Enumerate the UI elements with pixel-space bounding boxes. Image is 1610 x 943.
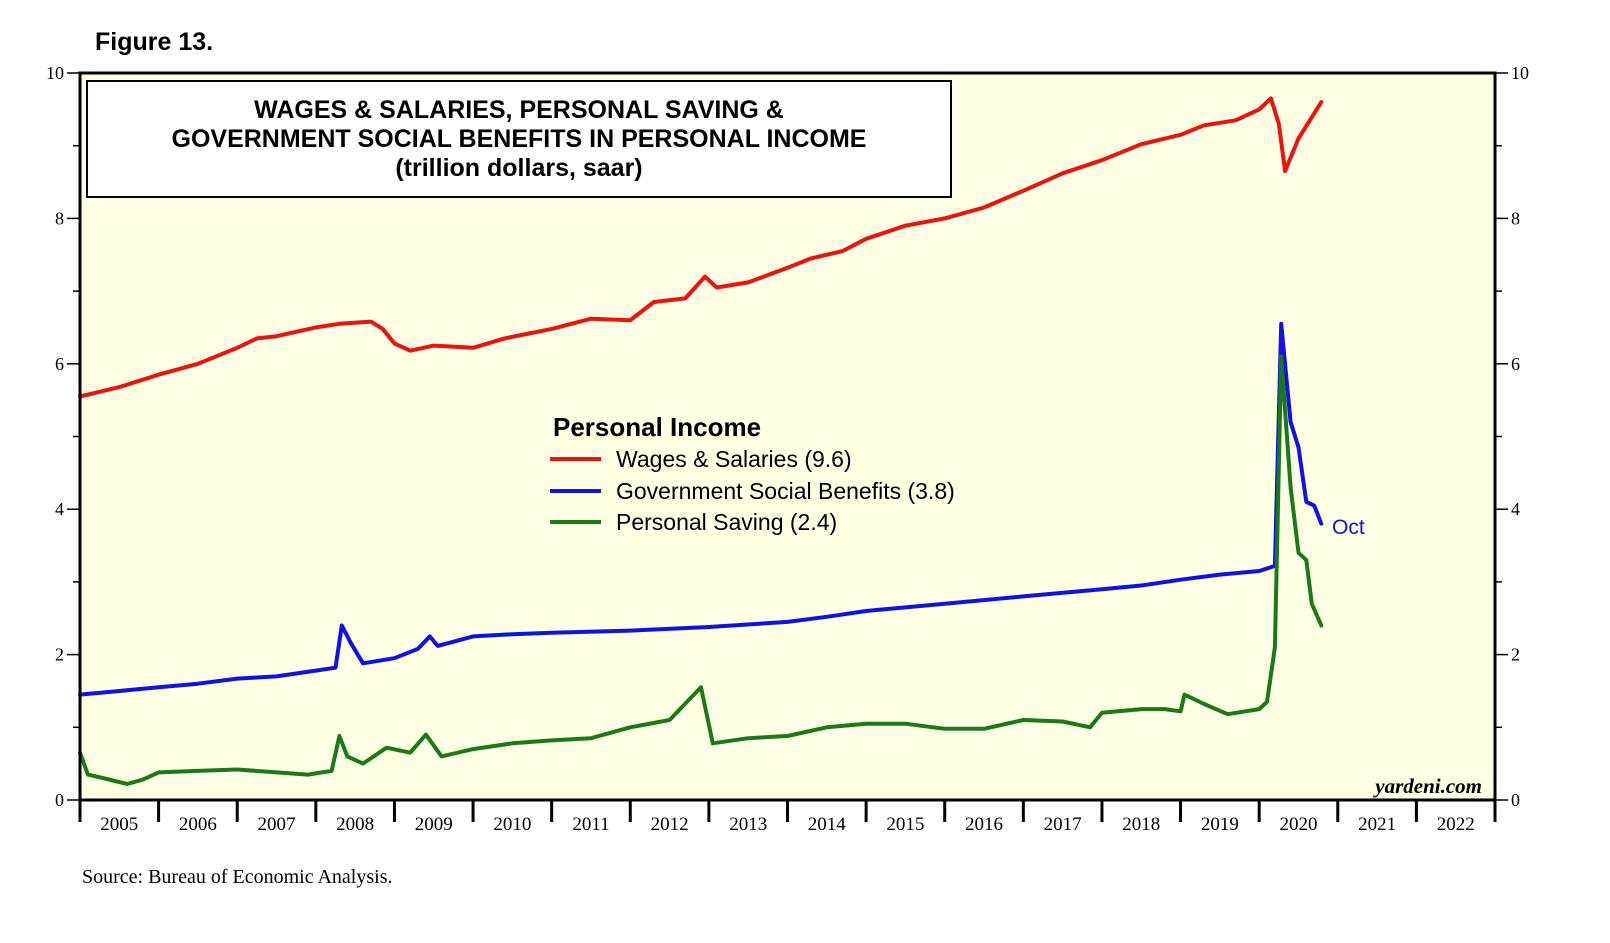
series-line-wages — [78, 96, 1324, 399]
x-tick-label: 2013 — [729, 814, 767, 835]
x-tick-label: 2007 — [258, 814, 296, 835]
chart-title-line-1: WAGES & SALARIES, PERSONAL SAVING & — [254, 96, 784, 124]
y-tick-label-left: 2 — [55, 645, 64, 665]
x-tick-label: 2021 — [1358, 814, 1396, 835]
x-tick-label: 2009 — [415, 814, 453, 835]
x-tick-label: 2008 — [336, 814, 374, 835]
x-tick-label: 2015 — [886, 814, 924, 835]
x-tick-label: 2014 — [808, 814, 847, 835]
series-line-saving — [78, 354, 1324, 786]
x-tick-label: 2019 — [1201, 814, 1239, 835]
x-tick-label: 2012 — [651, 814, 689, 835]
y-tick-label-right: 10 — [1511, 63, 1529, 83]
y-tick-label-left: 6 — [55, 354, 64, 374]
x-tick-label: 2016 — [965, 814, 1003, 835]
left-axis: 0 2 4 6 8 10 — [46, 63, 80, 810]
source-note: Source: Bureau of Economic Analysis. — [82, 866, 393, 888]
legend-label-wages: Wages & Salaries (9.6) — [616, 446, 852, 472]
figure-label: Figure 13. — [95, 28, 214, 56]
y-tick-label-right: 0 — [1511, 790, 1520, 810]
y-tick-label-right: 4 — [1511, 499, 1520, 519]
chart-title-line-2: GOVERNMENT SOCIAL BENEFITS IN PERSONAL I… — [172, 125, 867, 153]
x-tick-label: 2022 — [1437, 814, 1475, 835]
x-tick-label: 2018 — [1122, 814, 1160, 835]
y-tick-label-left: 8 — [55, 208, 64, 228]
chart-subtitle: (trillion dollars, saar) — [395, 154, 642, 182]
y-tick-label-right: 8 — [1511, 208, 1520, 228]
x-tick-label: 2020 — [1279, 814, 1317, 835]
y-tick-label-left: 10 — [46, 63, 64, 83]
y-tick-label-right: 6 — [1511, 354, 1520, 374]
legend-label-benefits: Government Social Benefits (3.8) — [616, 478, 955, 504]
legend-label-saving: Personal Saving (2.4) — [616, 509, 837, 535]
y-tick-label-left: 0 — [55, 790, 64, 810]
right-axis: 0 2 4 6 8 10 — [1495, 63, 1529, 810]
annotation-oct: Oct — [1332, 516, 1365, 539]
series-layer — [78, 96, 1324, 786]
x-tick-label: 2017 — [1044, 814, 1082, 835]
x-tick-label: 2011 — [572, 814, 609, 835]
credit-label: yardeni.com — [1372, 774, 1482, 798]
legend-title: Personal Income — [553, 412, 761, 442]
x-tick-label: 2006 — [179, 814, 217, 835]
y-tick-label-left: 4 — [55, 499, 64, 519]
x-tick-label: 2010 — [493, 814, 531, 835]
x-axis: 2005 2006 2007 2008 2009 2010 2011 2012 2013 2014… — [78, 800, 1497, 835]
y-tick-label-right: 2 — [1511, 645, 1520, 665]
x-tick-label: 2005 — [100, 814, 138, 835]
plot-frame — [78, 71, 1497, 802]
title-box — [86, 80, 952, 198]
